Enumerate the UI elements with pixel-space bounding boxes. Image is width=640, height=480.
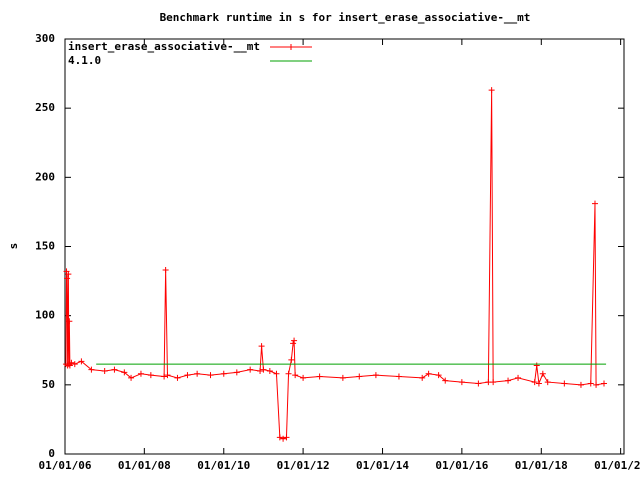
point-marker: [283, 434, 290, 441]
point-marker: [164, 372, 171, 379]
point-marker: [535, 380, 542, 387]
point-marker: [515, 374, 522, 381]
legend-label: 4.1.0: [68, 54, 101, 67]
point-marker: [488, 87, 495, 94]
point-marker: [78, 358, 85, 365]
point-marker: [101, 368, 108, 374]
point-marker: [68, 359, 75, 366]
x-tick-label: 01/01/18: [515, 459, 568, 472]
x-tick-label: 01/01/20: [594, 459, 640, 472]
point-marker: [128, 374, 135, 381]
point-marker: [233, 369, 240, 376]
point-marker: [258, 343, 265, 350]
chart-title: Benchmark runtime in s for insert_erase_…: [160, 11, 531, 24]
point-marker: [111, 366, 118, 373]
point-marker: [475, 380, 482, 387]
point-marker: [356, 373, 363, 380]
y-tick-label: 200: [35, 170, 55, 183]
point-marker: [292, 372, 299, 379]
x-tick-label: 01/01/14: [356, 459, 409, 472]
point-marker: [184, 372, 191, 379]
point-marker: [425, 370, 432, 377]
point-marker: [147, 372, 154, 379]
x-tick-label: 01/01/16: [435, 459, 488, 472]
point-marker: [533, 362, 540, 369]
y-tick-label: 50: [42, 378, 55, 391]
point-marker: [288, 356, 295, 363]
point-marker: [276, 434, 283, 441]
point-marker: [88, 366, 95, 373]
plot-frame: [64, 38, 625, 455]
point-marker: [65, 361, 72, 368]
point-marker: [601, 380, 608, 387]
point-marker: [257, 368, 264, 374]
point-marker: [577, 381, 584, 388]
y-tick-label: 100: [35, 309, 55, 322]
point-marker: [285, 370, 292, 377]
legend-label: insert_erase_associative-__mt: [68, 40, 260, 53]
point-marker: [561, 380, 568, 387]
point-marker: [490, 379, 497, 386]
point-marker: [162, 267, 169, 274]
point-marker: [442, 377, 449, 384]
point-marker: [161, 373, 168, 380]
y-tick-label: 0: [48, 447, 55, 460]
point-marker: [531, 379, 538, 386]
point-marker: [539, 370, 546, 377]
point-marker: [291, 337, 298, 344]
point-marker: [339, 374, 346, 381]
point-marker: [316, 373, 323, 380]
point-marker: [207, 372, 214, 379]
series-line: [65, 90, 605, 440]
point-marker: [220, 370, 227, 377]
point-marker: [591, 200, 598, 207]
point-marker: [435, 372, 442, 379]
point-marker: [300, 374, 307, 381]
point-marker: [505, 377, 512, 384]
point-marker: [280, 435, 287, 442]
x-tick-label: 01/01/12: [277, 459, 330, 472]
point-marker: [593, 381, 600, 388]
point-marker: [266, 368, 273, 374]
point-marker: [458, 379, 465, 386]
y-tick-label: 250: [35, 101, 55, 114]
point-marker: [544, 379, 551, 386]
point-marker: [121, 369, 128, 376]
y-tick-label: 150: [35, 240, 55, 253]
point-marker: [194, 370, 201, 377]
point-marker: [260, 366, 267, 373]
point-marker: [247, 366, 254, 373]
x-tick-label: 01/01/06: [39, 459, 92, 472]
point-marker: [419, 374, 426, 381]
point-marker: [273, 370, 280, 377]
point-marker: [71, 361, 78, 368]
point-marker: [66, 318, 73, 325]
legend-marker: [288, 44, 294, 50]
point-marker: [137, 370, 144, 377]
point-marker: [64, 275, 71, 282]
point-marker: [290, 340, 297, 347]
point-marker: [587, 380, 594, 387]
x-tick-label: 01/01/10: [197, 459, 250, 472]
point-marker: [65, 271, 72, 278]
point-marker: [174, 374, 181, 381]
point-marker: [372, 372, 379, 379]
y-tick-label: 300: [35, 32, 55, 45]
y-axis-label: s: [7, 243, 20, 250]
x-tick-label: 01/01/08: [118, 459, 171, 472]
point-marker: [395, 373, 402, 380]
